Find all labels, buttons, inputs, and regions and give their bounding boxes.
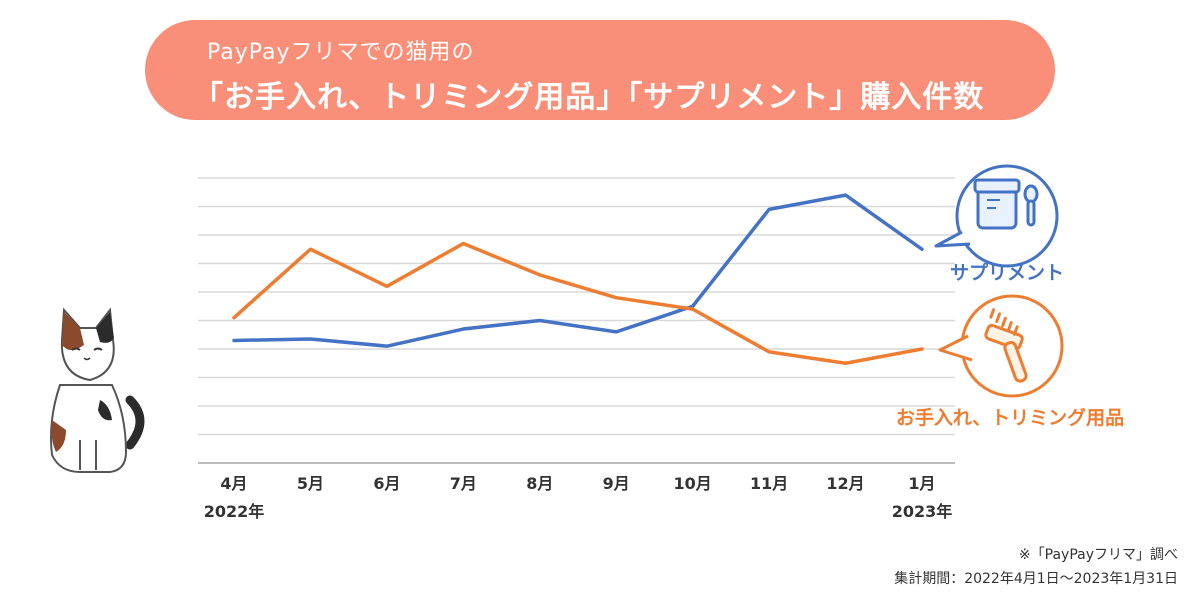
x-axis-tick-labels: 4月 5月 6月 7月 8月 9月 10月 11月 12月 1月 2022年 2023年 [204,474,953,521]
x-tick-label: 4月 [220,474,247,493]
calico-cat-illustration [50,307,145,473]
data-point-0-5 [615,331,617,333]
x-tick-label: 8月 [526,474,553,493]
data-point-1-1 [309,248,311,250]
data-point-1-0 [233,317,235,319]
x-tick-label: 6月 [373,474,400,493]
data-point-1-8 [845,362,847,364]
data-point-0-7 [768,208,770,210]
data-point-1-2 [386,285,388,287]
data-point-1-6 [692,308,694,310]
data-point-0-6 [692,305,694,307]
x-tick-label: 12月 [826,474,864,493]
series-label-0: サプリメント [950,261,1064,284]
series-line-0 [232,193,924,348]
x-tick-label: 5月 [297,474,324,493]
x-tick-label: 11月 [750,474,788,493]
series-line-1 [232,241,924,365]
data-point-0-3 [462,328,464,330]
data-point-0-2 [386,345,388,347]
data-point-0-1 [309,338,311,340]
series-label-1: お手入れ、トリミング用品 [896,406,1124,429]
year-label: 2023年 [892,502,953,521]
x-tick-label: 10月 [674,474,712,493]
grooming-callout [938,294,1064,398]
series-lines [232,193,924,365]
data-point-1-7 [768,351,770,353]
x-tick-label: 9月 [603,474,630,493]
chart-subtitle: PayPayフリマでの猫用の [207,40,475,65]
grid-lines [198,177,955,464]
brush-icon [984,308,1028,383]
data-point-0-4 [539,320,541,321]
supplement-jar-spoon-icon [973,178,1039,230]
period-note: 集計期間：2022年4月1日〜2023年1月31日 [894,571,1178,587]
year-label: 2022年 [204,502,265,521]
data-point-0-8 [845,194,847,196]
supplement-callout [934,164,1059,268]
data-point-0-9 [921,248,923,250]
source-note: ※「PayPayフリマ」調べ [1018,547,1178,563]
data-point-0-0 [233,339,235,341]
data-point-1-3 [462,243,464,245]
x-tick-label: 1月 [908,474,935,493]
chart-title: 「お手入れ、トリミング用品」「サプリメント」購入件数 [193,80,985,115]
title-banner: PayPayフリマでの猫用の 「お手入れ、トリミング用品」「サプリメント」購入件… [145,20,1055,120]
x-tick-label: 7月 [450,474,477,493]
data-point-1-4 [539,274,541,276]
data-point-1-9 [921,348,923,350]
data-point-1-5 [615,297,617,299]
